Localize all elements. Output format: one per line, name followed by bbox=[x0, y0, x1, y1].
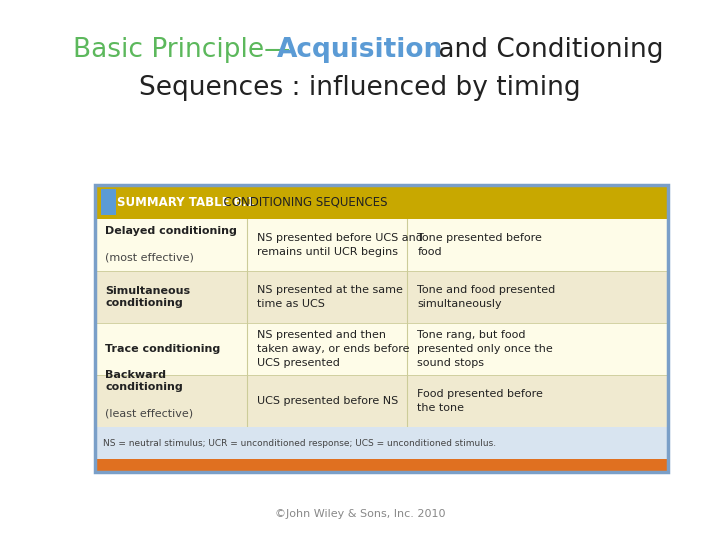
FancyBboxPatch shape bbox=[95, 323, 668, 375]
FancyBboxPatch shape bbox=[95, 459, 668, 472]
Text: UCS presented before NS: UCS presented before NS bbox=[257, 396, 398, 406]
Text: Simultaneous
conditioning: Simultaneous conditioning bbox=[105, 286, 190, 308]
Text: Sequences : influenced by timing: Sequences : influenced by timing bbox=[139, 75, 581, 101]
Text: Basic Principle—: Basic Principle— bbox=[73, 37, 290, 63]
Text: (least effective): (least effective) bbox=[105, 408, 193, 418]
Text: and Conditioning: and Conditioning bbox=[430, 37, 664, 63]
Text: NS presented before UCS and
remains until UCR begins: NS presented before UCS and remains unti… bbox=[257, 233, 423, 257]
FancyBboxPatch shape bbox=[95, 185, 668, 219]
Text: Trace conditioning: Trace conditioning bbox=[105, 344, 220, 354]
FancyBboxPatch shape bbox=[101, 189, 116, 215]
Text: Delayed conditioning: Delayed conditioning bbox=[105, 226, 237, 236]
Text: SUMMARY TABLE 6.1: SUMMARY TABLE 6.1 bbox=[117, 195, 255, 208]
Text: CONDITIONING SEQUENCES: CONDITIONING SEQUENCES bbox=[215, 195, 387, 208]
Text: ©John Wiley & Sons, Inc. 2010: ©John Wiley & Sons, Inc. 2010 bbox=[275, 509, 445, 519]
Text: NS = neutral stimulus; UCR = unconditioned response; UCS = unconditioned stimulu: NS = neutral stimulus; UCR = uncondition… bbox=[103, 438, 496, 448]
FancyBboxPatch shape bbox=[95, 219, 668, 271]
Text: Tone rang, but food
presented only once the
sound stops: Tone rang, but food presented only once … bbox=[418, 330, 553, 368]
Text: Tone presented before
food: Tone presented before food bbox=[418, 233, 542, 257]
Text: NS presented and then
taken away, or ends before
UCS presented: NS presented and then taken away, or end… bbox=[257, 330, 410, 368]
Text: (most effective): (most effective) bbox=[105, 252, 194, 262]
Text: Food presented before
the tone: Food presented before the tone bbox=[418, 389, 543, 413]
FancyBboxPatch shape bbox=[95, 185, 668, 472]
FancyBboxPatch shape bbox=[95, 427, 668, 459]
Text: Tone and food presented
simultaneously: Tone and food presented simultaneously bbox=[418, 285, 556, 309]
Text: NS presented at the same
time as UCS: NS presented at the same time as UCS bbox=[257, 285, 402, 309]
FancyBboxPatch shape bbox=[95, 271, 668, 323]
Text: Backward
conditioning: Backward conditioning bbox=[105, 370, 183, 392]
FancyBboxPatch shape bbox=[95, 375, 668, 427]
Text: Acquisition: Acquisition bbox=[277, 37, 444, 63]
